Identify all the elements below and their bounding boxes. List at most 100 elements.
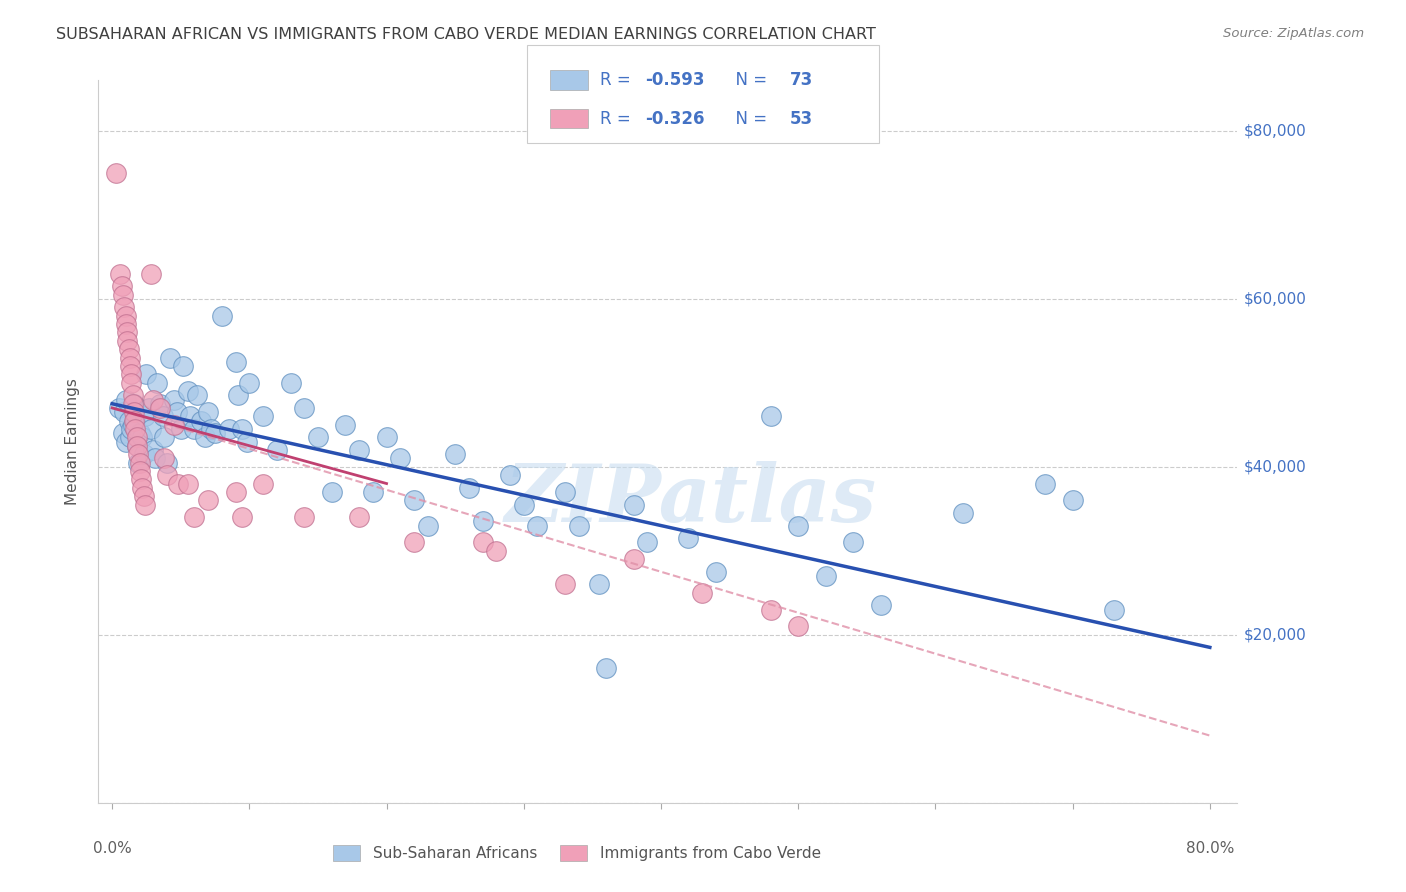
Point [112, 287, 135, 301]
Point [118, 351, 141, 365]
Point [176, 384, 198, 398]
Text: $80,000: $80,000 [1244, 123, 1308, 138]
Point [499, 468, 522, 483]
Point [153, 451, 176, 466]
Point [204, 426, 226, 441]
Point [138, 401, 160, 415]
Text: N =: N = [725, 71, 773, 89]
Point [375, 430, 398, 444]
Point [588, 577, 610, 591]
Point [292, 510, 315, 524]
Point [115, 334, 138, 348]
Point [759, 602, 782, 616]
Point [235, 434, 257, 449]
Point [111, 279, 134, 293]
Text: Source: ZipAtlas.com: Source: ZipAtlas.com [1223, 27, 1364, 40]
Text: -0.326: -0.326 [645, 110, 704, 128]
Point [225, 355, 247, 369]
Point [307, 430, 329, 444]
Point [190, 413, 212, 427]
Point [471, 514, 494, 528]
Point [623, 498, 645, 512]
Point [1062, 493, 1084, 508]
Point [183, 422, 205, 436]
Point [152, 409, 174, 424]
Point [159, 351, 181, 365]
Point [1033, 476, 1056, 491]
Point [156, 468, 179, 483]
Point [200, 422, 222, 436]
Point [444, 447, 467, 461]
Point [131, 481, 153, 495]
Point [197, 493, 219, 508]
Point [361, 485, 384, 500]
Point [292, 401, 315, 415]
Point [225, 485, 247, 500]
Point [389, 451, 412, 466]
Point [167, 476, 190, 491]
Point [197, 405, 219, 419]
Point [110, 267, 132, 281]
Point [139, 422, 162, 436]
Point [115, 434, 138, 449]
Y-axis label: Median Earnings: Median Earnings [65, 378, 80, 505]
Point [347, 442, 370, 457]
Point [787, 518, 810, 533]
Point [115, 326, 138, 340]
Point [416, 518, 439, 533]
Point [114, 300, 136, 314]
Point [121, 388, 143, 402]
Point [238, 376, 260, 390]
Point [122, 413, 145, 427]
Point [402, 493, 425, 508]
Point [231, 422, 253, 436]
Text: SUBSAHARAN AFRICAN VS IMMIGRANTS FROM CABO VERDE MEDIAN EARNINGS CORRELATION CHA: SUBSAHARAN AFRICAN VS IMMIGRANTS FROM CA… [56, 27, 876, 42]
Point [139, 267, 162, 281]
Point [176, 476, 198, 491]
Point [153, 430, 176, 444]
Point [108, 401, 131, 415]
Point [252, 409, 274, 424]
Point [143, 451, 166, 466]
Point [952, 506, 974, 520]
Point [163, 417, 186, 432]
Text: 0.0%: 0.0% [93, 840, 132, 855]
Point [554, 485, 576, 500]
Point [142, 442, 165, 457]
Point [595, 661, 617, 675]
Point [124, 413, 146, 427]
Legend: Sub-Saharan Africans, Immigrants from Cabo Verde: Sub-Saharan Africans, Immigrants from Ca… [326, 839, 827, 867]
Point [252, 476, 274, 491]
Point [115, 392, 138, 407]
Point [135, 368, 157, 382]
Point [759, 409, 782, 424]
Text: R =: R = [600, 71, 637, 89]
Point [118, 430, 141, 444]
Point [170, 422, 193, 436]
Point [280, 376, 302, 390]
Point [112, 426, 135, 441]
Point [120, 368, 142, 382]
Point [149, 401, 172, 415]
Point [120, 422, 142, 436]
Point [183, 510, 205, 524]
Point [690, 586, 713, 600]
Point [118, 359, 141, 373]
Point [131, 430, 153, 444]
Point [125, 439, 148, 453]
Point [120, 376, 142, 390]
Text: 73: 73 [790, 71, 814, 89]
Point [787, 619, 810, 633]
Point [485, 543, 508, 558]
Point [115, 309, 138, 323]
Point [115, 317, 138, 331]
Text: ZIPatlas: ZIPatlas [505, 460, 877, 538]
Point [231, 510, 253, 524]
Text: $40,000: $40,000 [1244, 459, 1308, 475]
Point [457, 481, 479, 495]
Point [128, 464, 150, 478]
Point [132, 489, 155, 503]
Point [335, 417, 357, 432]
Point [149, 397, 172, 411]
Point [814, 569, 837, 583]
